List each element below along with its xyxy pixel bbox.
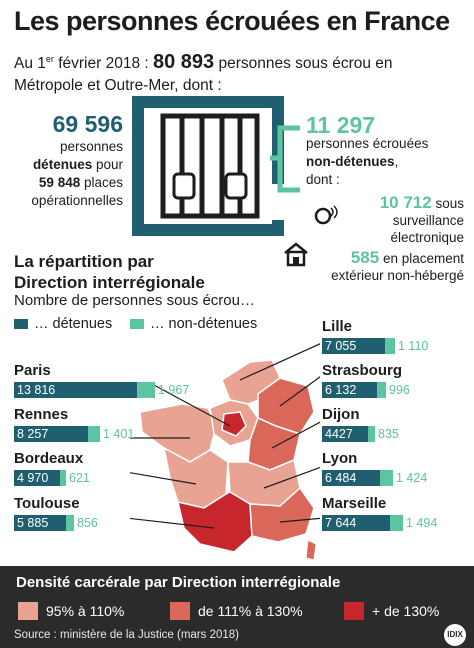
bar-non-detained [377, 382, 386, 398]
footer: Densité carcérale par Direction interrég… [0, 566, 474, 648]
non-detained-label: 1 401 [103, 427, 135, 441]
bar-non-detained [390, 515, 403, 531]
non-detained-number: 11 297 [306, 112, 376, 138]
bar-detained: 7 644 [322, 515, 390, 531]
density-swatch-mid [170, 602, 190, 620]
density-swatch-low [18, 602, 38, 620]
region-block-strasbourg: Strasbourg 6 132 996 [322, 362, 410, 398]
density-title: Densité carcérale par Direction interrég… [16, 574, 341, 591]
bar-non-detained [368, 426, 375, 442]
region-block-marseille: Marseille 7 644 1 494 [322, 495, 437, 531]
legend-swatch-non-detained [130, 319, 144, 329]
house-icon [284, 242, 308, 267]
bar-non-detained [137, 382, 155, 398]
bar-detained: 4 970 [14, 470, 60, 486]
bar-detained: 5 885 [14, 515, 66, 531]
page-title: Les personnes écrouées en France [14, 6, 450, 36]
bar-detained: 13 816 [14, 382, 137, 398]
electronic-bracelet-icon [314, 205, 338, 225]
bar-detained: 4427 [322, 426, 368, 442]
region-block-toulouse: Toulouse 5 885 856 [14, 495, 98, 531]
region-block-rennes: Rennes 8 257 1 401 [14, 406, 134, 442]
bar-non-detained [66, 515, 74, 531]
non-detained-label: 621 [69, 471, 90, 485]
intro-text: Au 1er février 2018 : 80 893 personnes s… [14, 51, 393, 95]
non-detained-label: 1 110 [398, 339, 429, 353]
bar-detained: 8 257 [14, 426, 88, 442]
region-block-bordeaux: Bordeaux 4 970 621 [14, 450, 90, 486]
region-name: Toulouse [14, 495, 80, 512]
non-detained-label: 996 [389, 383, 410, 397]
france-map [130, 343, 320, 561]
legend-non-detained: … non-détenues [130, 316, 257, 332]
bar-detained: 7 055 [322, 338, 385, 354]
electronic-surveillance: 10 712 sous surveillance électronique [379, 193, 464, 245]
bar-non-detained [380, 470, 393, 486]
legend-swatch-detained [14, 319, 28, 329]
non-detained-label: 1 494 [406, 516, 438, 530]
region-name: Dijon [322, 406, 360, 423]
detained-description: personnes détenues pour 59 848 places op… [31, 139, 123, 208]
region-name: Lille [322, 318, 353, 335]
bar-detained: 6 132 [322, 382, 377, 398]
external-placement: 585 en placement extérieur non-hébergé [331, 248, 464, 283]
bracket-decoration [270, 125, 300, 193]
idix-logo: IDIX [444, 624, 466, 646]
non-detained-label: 1 967 [158, 383, 190, 397]
non-detained-label: 1 424 [396, 471, 428, 485]
map-region-paris-core [221, 411, 247, 437]
region-name: Paris [14, 362, 51, 379]
region-name: Bordeaux [14, 450, 84, 467]
region-block-paris: Paris 13 816 1 967 [14, 362, 189, 398]
density-legend-mid: de 111% à 130% [170, 602, 303, 620]
detained-number: 69 596 [52, 111, 123, 137]
region-name: Marseille [322, 495, 387, 512]
total-number: 80 893 [152, 51, 215, 74]
region-name: Lyon [322, 450, 358, 467]
density-legend-low: 95% à 110% [18, 602, 124, 620]
density-swatch-high [344, 602, 364, 620]
bar-non-detained [385, 338, 395, 354]
bar-non-detained [88, 426, 100, 442]
region-block-lyon: Lyon 6 484 1 424 [322, 450, 427, 486]
source-text: Source : ministère de la Justice (mars 2… [14, 629, 239, 641]
section-subtitle: Nombre de personnes sous écrou… [14, 292, 255, 309]
region-block-dijon: Dijon 4427 835 [322, 406, 399, 442]
section-title: La répartition par Direction interrégion… [14, 252, 205, 292]
non-detained-description: personnes écrouées non-détenues, dont : [306, 136, 429, 187]
region-name: Rennes [14, 406, 69, 423]
prison-bars-icon [132, 96, 287, 236]
non-detained-label: 835 [378, 427, 399, 441]
bar-detained: 6 484 [322, 470, 380, 486]
legend-detained: … détenues [14, 316, 112, 332]
non-detained-label: 856 [77, 516, 98, 530]
region-block-lille: Lille 7 055 1 110 [322, 318, 428, 354]
map-region-marseille [249, 486, 315, 543]
bar-non-detained [60, 470, 66, 486]
region-name: Strasbourg [322, 362, 403, 379]
density-legend-high: + de 130% [344, 602, 439, 620]
map-region-corsica [305, 539, 317, 561]
